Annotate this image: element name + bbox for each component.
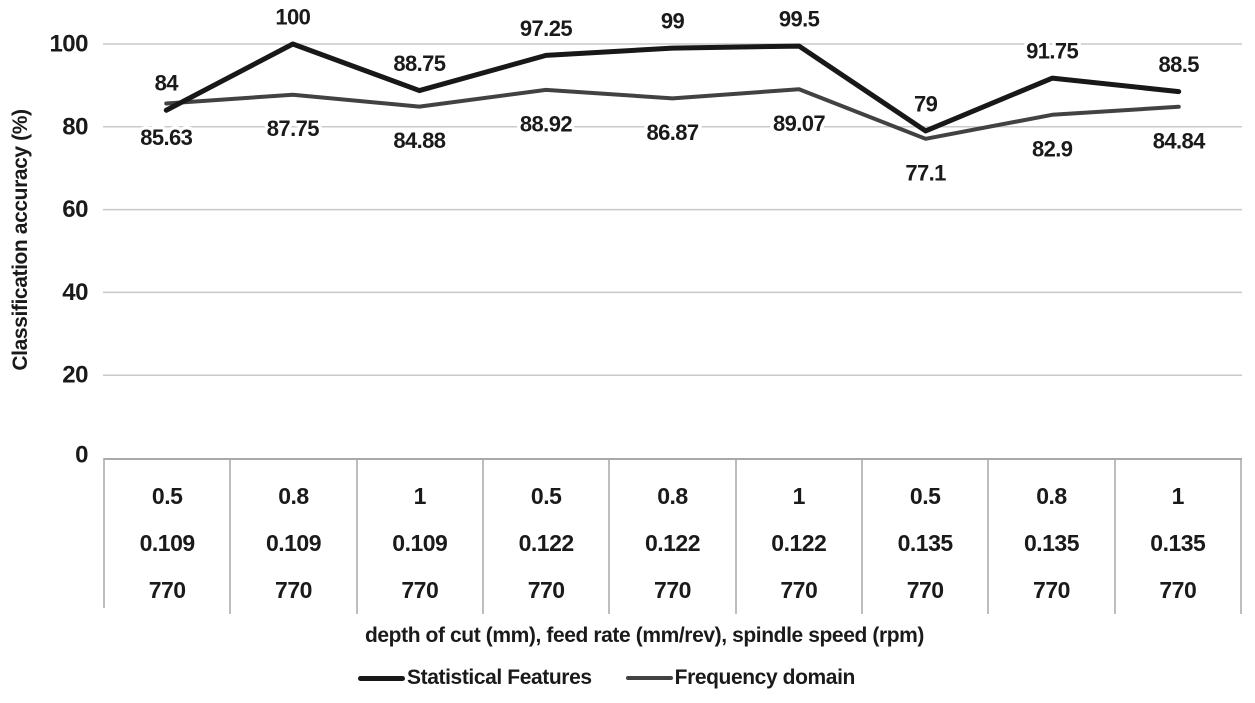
legend-label-statistical-features: Statistical Features bbox=[407, 666, 592, 689]
category-value: 770 bbox=[148, 577, 186, 603]
y-tick-label: 20 bbox=[62, 362, 88, 389]
legend-label-frequency-domain: Frequency domain bbox=[674, 666, 856, 689]
category-value: 0.135 bbox=[1023, 530, 1080, 556]
category-value: 0.122 bbox=[644, 530, 701, 556]
category-value: 770 bbox=[1159, 577, 1197, 603]
category-value: 1 bbox=[1171, 483, 1185, 509]
y-tick-label: 60 bbox=[62, 196, 88, 223]
data-label-frequency-domain: 88.92 bbox=[520, 111, 572, 136]
statistical-features-line-swatch bbox=[358, 675, 406, 681]
y-axis-title: Classification accuracy (%) bbox=[9, 109, 32, 371]
data-label-statistical-features: 91.75 bbox=[1026, 39, 1078, 64]
category-value: 1 bbox=[413, 483, 427, 509]
category-value: 770 bbox=[1033, 577, 1070, 603]
category-value: 770 bbox=[527, 577, 565, 603]
category-value: 0.109 bbox=[139, 530, 196, 556]
category-value: 0.5 bbox=[151, 483, 183, 509]
category-cell: 0.8 0.109 770 bbox=[231, 460, 358, 614]
plot-area: 0 20 40 60 80 100 84 100 88.75 97.25 99 99.5 79 91.75… bbox=[49, 4, 1242, 469]
data-label-frequency-domain: 85.63 bbox=[140, 125, 192, 150]
category-value: 0.109 bbox=[392, 530, 448, 556]
data-label-statistical-features: 84 bbox=[155, 71, 180, 96]
legend-item-frequency-domain: Frequency domain bbox=[625, 666, 856, 690]
data-label-statistical-features: 97.25 bbox=[520, 16, 572, 41]
category-cell: 0.5 0.122 770 bbox=[484, 460, 611, 614]
data-label-frequency-domain: 77.1 bbox=[905, 160, 946, 185]
category-value: 770 bbox=[654, 577, 691, 603]
y-tick-label: 40 bbox=[62, 279, 88, 306]
category-value: 770 bbox=[401, 577, 439, 603]
category-value: 0.122 bbox=[771, 530, 827, 556]
category-value: 0.8 bbox=[278, 483, 309, 509]
series-line-frequency-domain bbox=[164, 87, 1181, 141]
x-axis-title: depth of cut (mm), feed rate (mm/rev), s… bbox=[364, 624, 925, 647]
y-tick-label: 100 bbox=[49, 31, 88, 58]
data-label-statistical-features: 99.5 bbox=[779, 7, 820, 32]
category-cell: 0.8 0.122 770 bbox=[610, 460, 737, 614]
frequency-domain-line-swatch bbox=[625, 676, 673, 680]
category-value: 770 bbox=[906, 577, 944, 603]
data-label-frequency-domain: 89.07 bbox=[773, 111, 825, 136]
legend-item-statistical-features: Statistical Features bbox=[358, 666, 592, 690]
data-label-statistical-features: 99 bbox=[661, 9, 685, 34]
data-label-frequency-domain: 84.88 bbox=[393, 128, 445, 153]
data-label-frequency-domain: 82.9 bbox=[1032, 136, 1073, 161]
category-value: 770 bbox=[780, 577, 818, 603]
data-label-frequency-domain: 87.75 bbox=[267, 116, 319, 141]
y-tick-label: 80 bbox=[62, 113, 88, 140]
category-value: 1 bbox=[792, 483, 806, 509]
category-value: 0.122 bbox=[518, 530, 575, 556]
category-value: 0.8 bbox=[1036, 483, 1067, 509]
data-label-frequency-domain: 84.84 bbox=[1153, 128, 1206, 153]
category-value: 0.135 bbox=[897, 530, 954, 556]
data-label-statistical-features: 100 bbox=[275, 5, 310, 30]
category-value: 0.5 bbox=[530, 483, 562, 509]
series-line-statistical-features bbox=[163, 41, 1182, 134]
data-label-statistical-features: 79 bbox=[914, 91, 938, 116]
category-table: 0.5 0.109 770 0.8 0.109 770 1 0.109 770 0.5 0.122 7… bbox=[103, 458, 1242, 614]
category-value: 0.8 bbox=[657, 483, 688, 509]
category-cell: 0.5 0.135 770 bbox=[863, 460, 990, 614]
category-value: 0.5 bbox=[909, 483, 941, 509]
data-label-statistical-features: 88.75 bbox=[393, 51, 445, 76]
category-cell: 1 0.122 770 bbox=[737, 460, 863, 614]
chart-legend: Statistical Features Frequency domain bbox=[37, 666, 1176, 690]
category-value: 770 bbox=[275, 577, 312, 603]
y-tick-label: 0 bbox=[75, 442, 88, 469]
category-cell: 1 0.109 770 bbox=[358, 460, 484, 614]
category-value: 0.109 bbox=[265, 530, 322, 556]
category-cell: 0.5 0.109 770 bbox=[105, 460, 232, 614]
category-value: 0.135 bbox=[1150, 530, 1206, 556]
data-label-statistical-features: 88.5 bbox=[1159, 52, 1200, 77]
category-cell: 1 0.135 770 bbox=[1116, 460, 1242, 614]
data-label-frequency-domain: 86.87 bbox=[646, 120, 698, 145]
category-cell: 0.8 0.135 770 bbox=[989, 460, 1116, 614]
